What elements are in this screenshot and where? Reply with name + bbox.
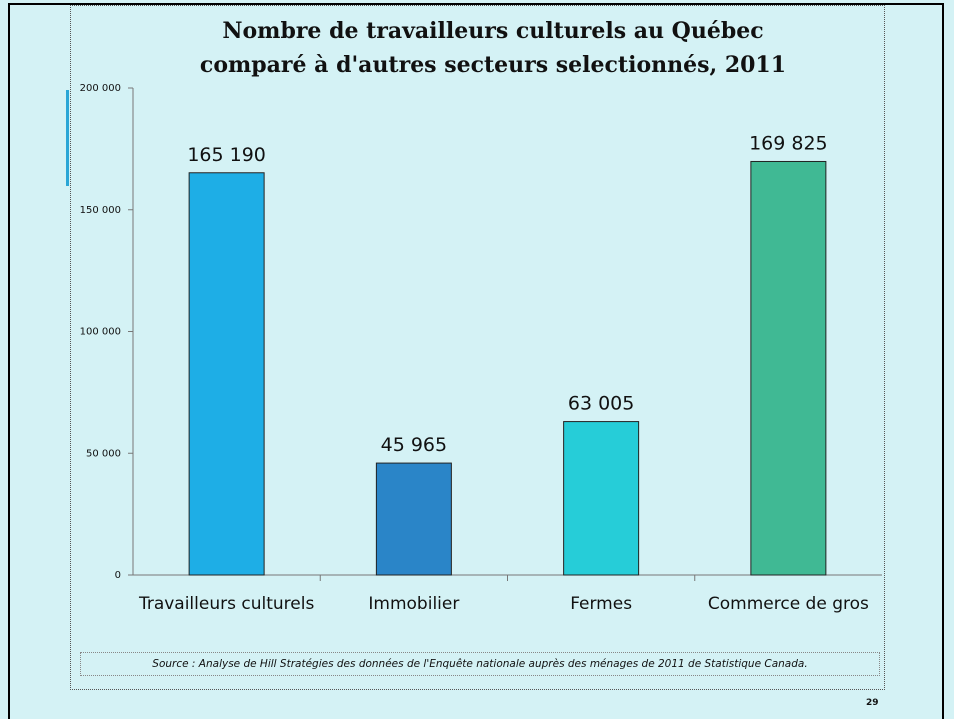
y-tick-label: 0: [115, 570, 121, 581]
bar: [375, 462, 452, 576]
y-tick-label: 150 000: [80, 205, 121, 216]
chart-title: comparé à d'autres secteurs selectionnés…: [199, 52, 787, 78]
bar: [563, 421, 640, 576]
page-number: 29: [866, 698, 879, 708]
value-label: 63 005: [568, 393, 634, 415]
bar: [188, 172, 265, 576]
content-box: [70, 5, 885, 690]
y-tick-label: 200 000: [80, 83, 121, 94]
x-tick-label: Fermes: [570, 594, 633, 614]
x-tick-label: Immobilier: [368, 594, 460, 614]
value-label: 169 825: [749, 132, 828, 154]
x-tick-label: Travailleurs culturels: [138, 594, 315, 614]
x-tick-label: Commerce de gros: [707, 594, 869, 614]
frame: [8, 3, 944, 719]
y-tick-label: 50 000: [86, 448, 121, 459]
value-label: 165 190: [187, 144, 266, 166]
source-note: Source : Analyse de Hill Stratégies des …: [80, 652, 880, 676]
chart-title: Nombre de travailleurs culturels au Québ…: [222, 18, 764, 44]
y-tick-label: 100 000: [80, 327, 121, 338]
bar: [750, 160, 827, 576]
value-label: 45 965: [381, 434, 447, 456]
accent: [66, 90, 69, 186]
